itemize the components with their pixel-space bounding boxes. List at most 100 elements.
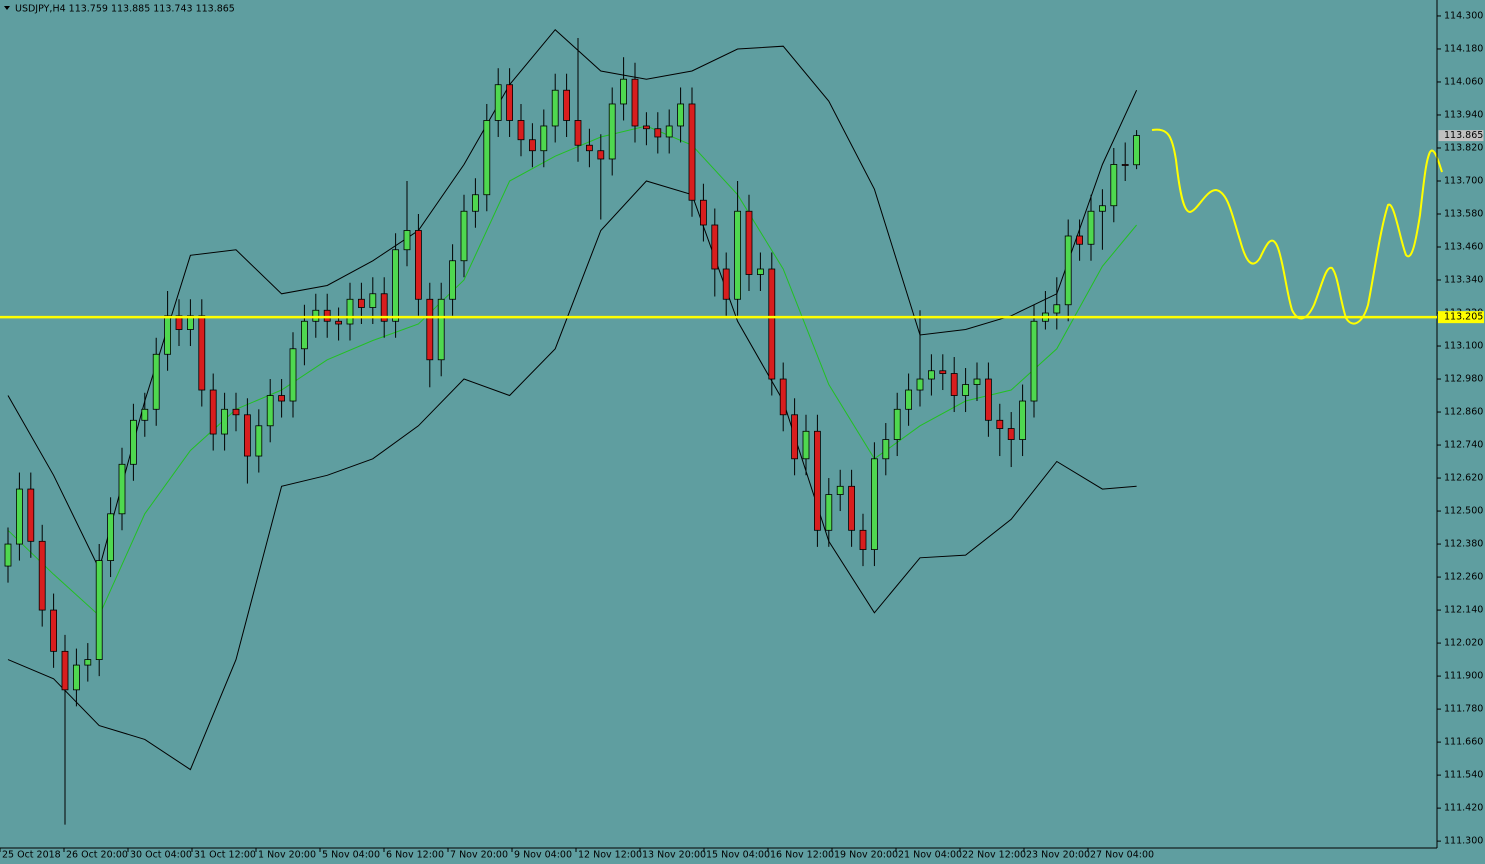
candle-body [677,103,684,127]
x-tick-label: 21 Nov 04:00 [898,850,962,861]
x-tick-label: 27 Nov 04:00 [1090,850,1154,861]
x-tick-label: 6 Nov 12:00 [386,850,444,861]
candle-body [471,194,479,212]
candle-body [540,125,548,152]
candle-body [175,315,183,330]
candle-body [38,540,46,611]
candle-body [973,378,981,385]
y-tick-label: 112.980 [1444,374,1483,385]
y-tick-label: 113.700 [1444,175,1483,186]
x-tick-label: 22 Nov 12:00 [962,850,1026,861]
candle-body [118,463,126,515]
candle-body [232,408,240,416]
candle-body [414,230,422,300]
y-tick-label: 113.340 [1444,275,1483,286]
candle-body [529,139,536,152]
y-tick-label: 112.860 [1444,407,1483,418]
y-tick-label: 112.020 [1444,638,1483,649]
candle-body [1007,428,1015,440]
candle-body [278,395,286,402]
y-tick-label: 112.260 [1444,572,1483,583]
candle-body [882,439,890,460]
y-tick-label: 112.380 [1444,539,1483,550]
candle-body [289,348,297,402]
y-tick-label: 111.420 [1444,803,1483,814]
candle-body [357,298,365,308]
x-tick-label: 5 Nov 04:00 [322,850,380,861]
x-tick-label: 13 Nov 20:00 [642,850,706,861]
candle-body [346,298,354,325]
candle-body [1133,135,1140,166]
indicator-line [7,180,1137,771]
x-tick-label: 26 Oct 20:00 [66,850,128,861]
y-tick-label: 112.140 [1444,605,1483,616]
menu-arrow[interactable] [4,6,10,10]
price-line-label: 113.205 [1444,312,1483,323]
candle-body [1087,210,1095,245]
candle-body [916,378,924,391]
y-tick-label: 113.940 [1444,109,1483,120]
candle-body [1064,235,1072,306]
candle-body [61,650,69,691]
candle-body [768,268,776,380]
candle-body [757,268,764,275]
x-tick-label: 31 Oct 12:00 [194,850,256,861]
candle-body [563,89,570,121]
candle-body [323,309,331,322]
x-tick-label: 19 Nov 20:00 [834,850,898,861]
candle-body [392,249,400,322]
x-tick-label: 25 Oct 2018 [2,850,61,861]
candle-body [266,395,274,427]
candle-body [597,150,605,160]
candle-body [426,298,434,361]
candle-body [643,125,650,130]
candle-body [494,84,502,121]
candle-body [4,543,12,567]
candle-body [859,529,867,550]
last-price-tag [1437,129,1485,143]
candle-body [814,430,821,531]
x-tick-label: 15 Nov 04:00 [706,850,770,861]
candle-body [517,120,525,141]
candle-body [700,199,707,226]
candle-body [711,224,719,270]
candle-body [403,230,411,251]
candle-body [586,144,593,152]
candle-body [631,78,639,127]
candle-body [665,125,673,138]
y-tick-label: 111.660 [1444,737,1483,748]
candle-body [620,78,627,105]
candle-body [1030,320,1038,402]
candle-body [1099,205,1106,212]
candle-body [369,293,377,308]
last-price-label: 113.865 [1444,130,1483,141]
candle-body [1053,304,1061,314]
y-tick-label: 114.180 [1444,43,1483,54]
candle-body [654,128,662,138]
x-tick-label: 9 Nov 04:00 [514,850,572,861]
candle-body [209,389,217,435]
candle-body [50,609,57,652]
candle-body [1110,164,1118,207]
candle-body [779,378,787,416]
candle-body [734,210,741,300]
x-tick-label: 1 Nov 20:00 [258,850,316,861]
candle-body [95,560,103,660]
y-tick-label: 113.820 [1444,142,1483,153]
x-tick-label: 30 Oct 04:00 [130,850,192,861]
candle-body [152,353,160,410]
candle-body [84,659,92,666]
y-tick-label: 111.300 [1444,836,1483,847]
candle-body [483,120,491,196]
x-tick-label: 16 Nov 12:00 [770,850,834,861]
chart-title: USDJPY,H4 113.759 113.885 113.743 113.86… [15,4,235,15]
y-tick-label: 112.740 [1444,440,1483,451]
x-tick-label: 7 Nov 20:00 [450,850,508,861]
candle-body [871,458,878,550]
candle-body [335,320,343,325]
candle-body [15,488,23,545]
x-tick-label: 12 Nov 12:00 [578,850,642,861]
y-tick-label: 111.780 [1444,704,1483,715]
candle-body [574,120,582,146]
